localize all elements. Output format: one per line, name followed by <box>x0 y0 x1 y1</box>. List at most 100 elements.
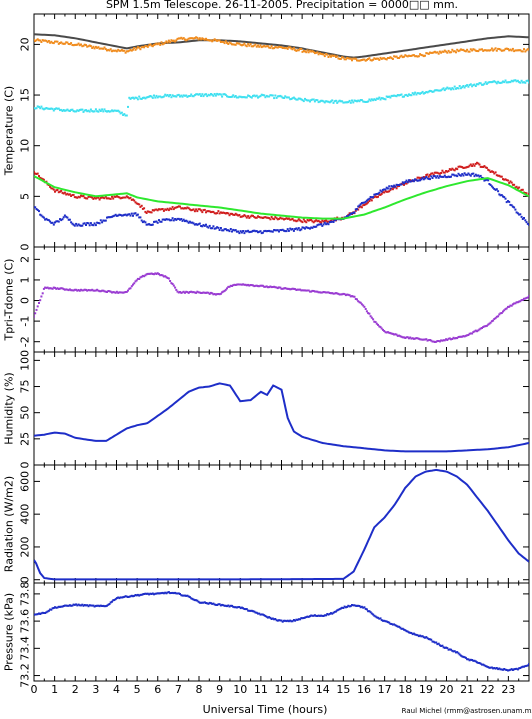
series-2-point <box>310 50 313 53</box>
series-1-point <box>234 606 237 609</box>
series-3-point <box>217 93 220 96</box>
series-4-point <box>228 214 231 217</box>
series-4-point <box>467 165 470 168</box>
series-1-point <box>294 288 297 291</box>
series-1-point <box>224 604 227 607</box>
series-5-point <box>247 229 250 232</box>
series-3-point <box>145 96 148 99</box>
series-1-point <box>78 604 81 607</box>
series-5-point <box>153 220 155 223</box>
series-2-point <box>205 37 207 40</box>
series-2-point <box>115 50 118 53</box>
series-2-point <box>88 44 91 47</box>
series-3-point <box>36 105 39 108</box>
series-5-point <box>162 218 165 221</box>
series-1-point <box>452 650 455 653</box>
series-3-point <box>464 84 467 87</box>
series-2-point <box>127 50 129 53</box>
series-3-point <box>212 94 215 97</box>
series-1-point <box>313 614 316 617</box>
series-1-point <box>233 606 236 609</box>
series-4-point <box>149 211 152 214</box>
series-1-point <box>311 289 314 292</box>
series-3-point <box>162 95 165 98</box>
series-1-point <box>242 607 245 610</box>
series-3-point <box>101 108 104 111</box>
series-1-point <box>97 289 100 292</box>
series-1-point <box>144 592 147 595</box>
series-1-point <box>377 323 379 326</box>
series-1-point <box>270 286 273 289</box>
series-2-point <box>484 49 487 52</box>
series-2-point <box>325 53 328 55</box>
series-4-point <box>476 161 478 164</box>
series-1-point <box>382 328 384 331</box>
series-1-point <box>307 615 310 618</box>
series-2-point <box>155 42 158 45</box>
series-2-point <box>516 49 519 52</box>
series-1-point <box>134 280 137 283</box>
series-4-point <box>426 173 429 176</box>
y-tick-label: 73.6 <box>19 609 32 634</box>
series-2-point <box>96 46 99 49</box>
series-1-point <box>111 600 113 603</box>
series-1-point <box>94 604 97 607</box>
series-1-point <box>406 336 409 339</box>
series-3-point <box>332 101 335 104</box>
y-tick-label: 200 <box>19 536 32 557</box>
series-1-point <box>70 289 73 292</box>
series-2-point <box>422 55 425 58</box>
series-1-point <box>481 663 483 666</box>
series-1-point <box>227 285 230 288</box>
series-1-point <box>302 289 305 292</box>
series-4-point <box>75 196 78 199</box>
series-3-point <box>354 99 357 102</box>
series-5-point <box>312 225 315 228</box>
series-2-point <box>393 55 396 58</box>
series-1-point <box>176 290 179 293</box>
series-1-point <box>38 302 40 304</box>
series-1-point <box>393 333 396 336</box>
series-3-point <box>344 101 347 104</box>
series-2-point <box>201 37 204 40</box>
series-3-point <box>489 81 492 84</box>
series-2-point <box>165 40 168 43</box>
series-1-point <box>167 277 170 280</box>
series-3-point <box>285 96 288 99</box>
series-2-point <box>299 47 302 50</box>
series-5-point <box>65 215 68 218</box>
series-1-point <box>201 601 204 604</box>
series-1-point <box>141 593 144 596</box>
series-1-point <box>200 601 203 604</box>
series-3-point <box>160 96 163 99</box>
series-2-point <box>229 42 232 45</box>
series-1-point <box>323 291 326 294</box>
series-1-point <box>386 621 389 624</box>
series-1-point <box>40 612 43 615</box>
series-5-point <box>235 230 238 233</box>
series-4-point <box>360 206 363 209</box>
series-3-point <box>115 109 118 112</box>
series-4-point <box>83 196 86 199</box>
series-5-point <box>219 227 222 229</box>
series-1-point <box>60 287 63 290</box>
series-1-point <box>228 605 231 608</box>
series-1-point <box>49 287 52 290</box>
series-1-point <box>174 286 177 289</box>
series-1-point <box>39 299 42 302</box>
series-2-point <box>336 55 339 58</box>
series-2-point <box>240 44 243 47</box>
series-1-point <box>139 593 142 596</box>
series-3-point <box>375 97 378 100</box>
series-4-point <box>301 221 304 224</box>
series-5-point <box>81 224 84 227</box>
series-5-point <box>179 218 181 221</box>
series-1-point <box>471 659 474 661</box>
series-5-point <box>426 177 429 180</box>
series-3-point <box>377 97 379 100</box>
series-2-point <box>338 57 341 60</box>
series-2-point <box>42 39 45 42</box>
series-5-point <box>278 230 280 233</box>
series-4-point <box>370 199 373 202</box>
series-1-point <box>528 294 529 297</box>
